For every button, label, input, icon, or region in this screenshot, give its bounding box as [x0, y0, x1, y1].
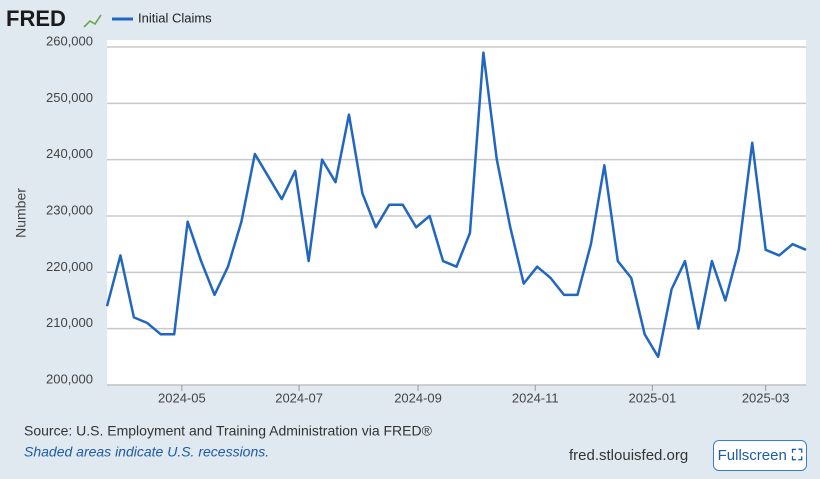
x-tick-label: 2024-09: [394, 390, 442, 405]
y-tick-label: 240,000: [46, 146, 93, 161]
y-axis-label: Number: [13, 188, 29, 238]
series-line: [105, 51, 807, 359]
x-tick-label: 2024-05: [158, 390, 206, 405]
source: Source: U.S. Employment and Training Adm…: [24, 423, 433, 439]
y-tick-label: 230,000: [46, 202, 93, 217]
fullscreen-icon: ⛶: [791, 447, 803, 464]
x-tick-label: 2025-01: [628, 390, 676, 405]
legend-label: Initial Claims: [138, 10, 212, 25]
button-label: Fullscreen: [717, 447, 787, 464]
x-tick-label: 2024-07: [275, 390, 323, 405]
y-tick-label: 220,000: [46, 259, 93, 274]
logo-icon: [83, 14, 102, 28]
y-tick-label: 260,000: [46, 33, 93, 48]
fullscreen-button[interactable]: Fullscreen ⛶: [713, 440, 807, 471]
note: Shaded areas indicate U.S. recessions.: [24, 444, 269, 460]
site: fred.stlouisfed.org: [569, 447, 688, 464]
y-tick-label: 200,000: [46, 371, 93, 386]
x-tick-label: 2024-11: [512, 390, 559, 405]
plot-area: [107, 40, 806, 385]
x-tick-label: 2025-03: [742, 390, 790, 405]
y-tick-label: 210,000: [46, 315, 93, 330]
y-tick-label: 250,000: [46, 90, 93, 105]
logo: FRED: [6, 6, 66, 31]
